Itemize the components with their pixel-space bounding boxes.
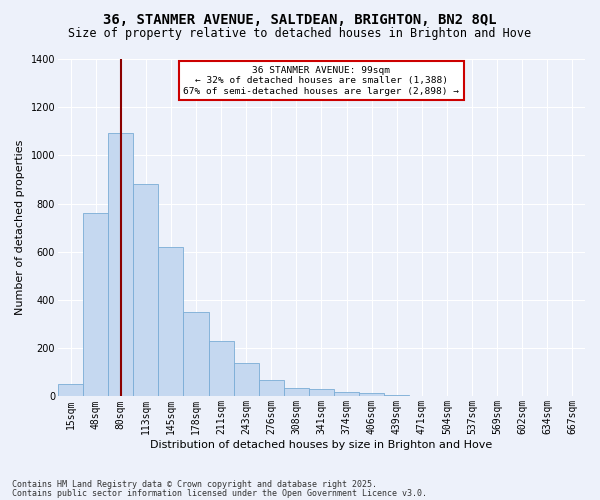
Bar bbox=[259, 380, 284, 396]
Bar bbox=[209, 341, 233, 396]
Bar bbox=[58, 384, 83, 396]
Bar bbox=[334, 392, 359, 396]
Text: 36 STANMER AVENUE: 99sqm
← 32% of detached houses are smaller (1,388)
67% of sem: 36 STANMER AVENUE: 99sqm ← 32% of detach… bbox=[184, 66, 460, 96]
Bar bbox=[158, 247, 184, 396]
Bar bbox=[309, 389, 334, 396]
Text: Contains public sector information licensed under the Open Government Licence v3: Contains public sector information licen… bbox=[12, 488, 427, 498]
Bar bbox=[133, 184, 158, 396]
Bar bbox=[284, 388, 309, 396]
Text: Contains HM Land Registry data © Crown copyright and database right 2025.: Contains HM Land Registry data © Crown c… bbox=[12, 480, 377, 489]
Bar bbox=[83, 213, 108, 396]
Bar bbox=[359, 393, 384, 396]
Bar bbox=[384, 395, 409, 396]
Y-axis label: Number of detached properties: Number of detached properties bbox=[15, 140, 25, 316]
Text: 36, STANMER AVENUE, SALTDEAN, BRIGHTON, BN2 8QL: 36, STANMER AVENUE, SALTDEAN, BRIGHTON, … bbox=[103, 12, 497, 26]
Bar bbox=[108, 132, 133, 396]
X-axis label: Distribution of detached houses by size in Brighton and Hove: Distribution of detached houses by size … bbox=[151, 440, 493, 450]
Bar bbox=[184, 312, 209, 396]
Bar bbox=[233, 362, 259, 396]
Text: Size of property relative to detached houses in Brighton and Hove: Size of property relative to detached ho… bbox=[68, 28, 532, 40]
